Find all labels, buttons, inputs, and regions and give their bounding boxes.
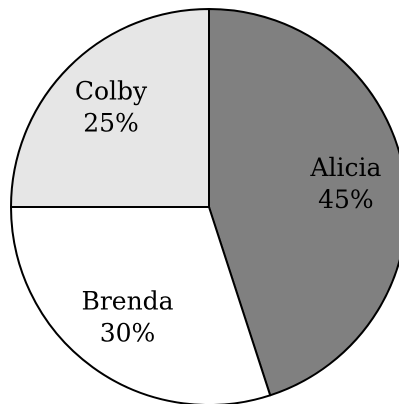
slice-label-alicia: Alicia [309,153,381,182]
slice-percent-brenda: 30% [100,319,156,348]
pie-slice-brenda [10,206,272,404]
slice-percent-colby: 25% [83,109,139,138]
pie-slice-colby [10,8,210,208]
pie-slices [10,8,399,404]
slice-label-colby: Colby [75,77,148,106]
slice-label-brenda: Brenda [81,287,173,316]
slice-percent-alicia: 45% [318,185,374,214]
pie-labels: Alicia 45% Brenda 30% Colby 25% [75,77,382,348]
pie-slice-alicia [208,8,399,397]
